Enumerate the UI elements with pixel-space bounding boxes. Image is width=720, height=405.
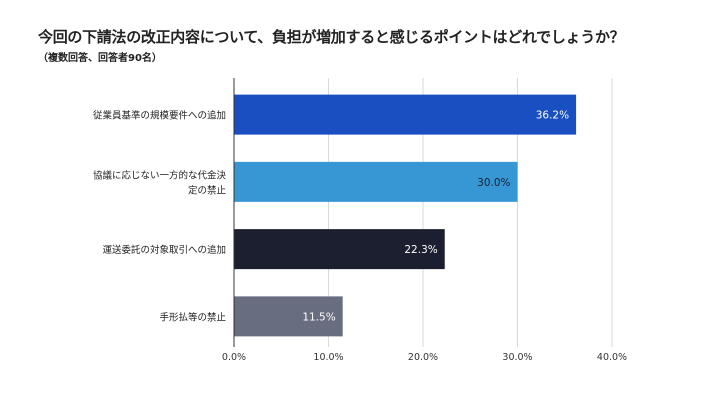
data-label: 30.0%: [477, 177, 510, 189]
category-label: 従業員基準の規模要件への追加: [93, 110, 226, 122]
x-tick-label: 40.0%: [597, 352, 627, 363]
data-label: 36.2%: [536, 110, 569, 122]
category-label: 定の禁止: [188, 184, 227, 196]
bar: [234, 94, 577, 135]
x-tick-label: 20.0%: [408, 352, 438, 363]
data-label: 22.3%: [404, 244, 437, 256]
category-label: 手形払等の禁止: [159, 311, 226, 323]
x-tick-label: 10.0%: [313, 352, 343, 363]
bar: [234, 229, 445, 270]
category-label: 協議に応じない一方的な代金決: [93, 169, 227, 181]
bar: [234, 161, 518, 202]
bar: [234, 296, 343, 337]
data-label: 11.5%: [302, 311, 335, 323]
chart-subtitle: （複数回答、回答者90名）: [38, 53, 162, 64]
x-tick-label: 30.0%: [502, 352, 532, 363]
chart-title: 今回の下請法の改正内容について、負担が増加すると感じるポイントはどれでしょうか？: [38, 28, 625, 46]
category-label: 運送委託の対象取引への追加: [102, 244, 226, 256]
x-tick-label: 0.0%: [222, 352, 246, 363]
